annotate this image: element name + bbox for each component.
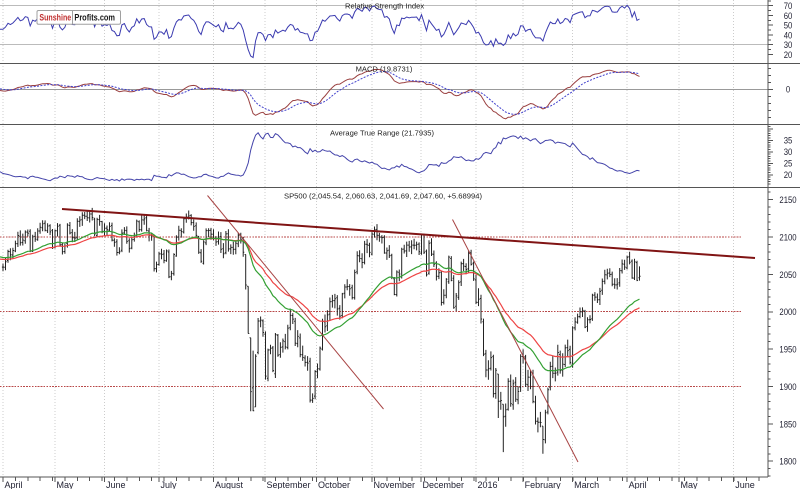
svg-text:June: June [735,480,755,489]
svg-text:May: May [681,480,699,489]
svg-text:20: 20 [784,170,793,181]
svg-text:April: April [5,480,23,489]
svg-text:70: 70 [784,1,793,12]
svg-text:October: October [318,480,350,489]
svg-text:60: 60 [784,11,793,22]
svg-text:September: September [267,480,311,489]
svg-text:20: 20 [784,50,793,61]
svg-text:0: 0 [786,85,790,96]
svg-text:1850: 1850 [779,419,796,430]
svg-text:MACD (19.8731): MACD (19.8731) [356,65,413,74]
svg-text:30: 30 [784,40,793,51]
svg-text:February: February [525,480,562,489]
svg-text:2000: 2000 [779,307,796,318]
svg-text:May: May [57,480,75,489]
svg-text:50: 50 [784,21,793,32]
svg-text:40: 40 [784,30,793,41]
svg-text:March: March [574,480,599,489]
svg-text:25: 25 [784,159,793,170]
svg-text:Relative Strength Index: Relative Strength Index [345,2,424,11]
svg-text:2150: 2150 [779,195,796,206]
svg-text:December: December [423,480,465,489]
svg-text:1950: 1950 [779,345,796,356]
svg-text:1800: 1800 [779,457,796,468]
svg-text:2050: 2050 [779,270,796,281]
svg-text:1900: 1900 [779,382,796,393]
svg-text:August: August [215,480,244,489]
svg-text:Sunshine: Sunshine [39,13,71,24]
svg-text:Average True Range (21.7935): Average True Range (21.7935) [330,128,434,137]
svg-text:November: November [374,480,416,489]
svg-text:Profits.com: Profits.com [74,13,115,24]
svg-text:30: 30 [784,147,793,158]
svg-text:2016: 2016 [478,480,498,489]
svg-text:35: 35 [784,136,793,147]
svg-text:SP500 (2,045.54, 2,060.63, 2,0: SP500 (2,045.54, 2,060.63, 2,041.69, 2,0… [284,192,482,201]
svg-text:April: April [629,480,647,489]
svg-text:July: July [161,480,178,489]
svg-text:2100: 2100 [779,232,796,243]
svg-text:June: June [106,480,126,489]
